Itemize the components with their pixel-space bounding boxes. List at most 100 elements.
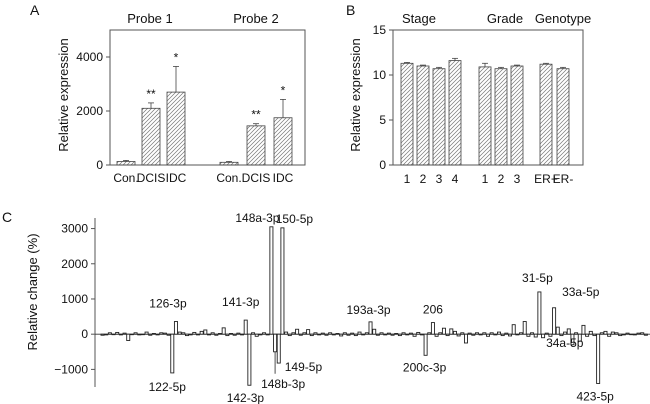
panel-letter-c: C [2, 209, 12, 225]
panel-c-bar [526, 333, 531, 337]
panel-c-bar [636, 332, 641, 335]
panel-c-bar [574, 332, 579, 335]
panel-c-bar [254, 333, 259, 337]
panel-a-significance-label: * [281, 83, 286, 97]
panel-a-significance-label: ** [251, 108, 261, 122]
panel-c-bar [287, 333, 292, 337]
panel-c-bar [342, 332, 347, 335]
panel-c-annotation-label: 126-3p [149, 297, 187, 311]
panel-c-bar [295, 328, 300, 335]
panel-c-bar [306, 329, 311, 335]
panel-c-bar [504, 332, 509, 335]
panel-c-bar [379, 332, 384, 335]
panel-b-category-label: 1 [482, 172, 489, 186]
panel-c-bar [111, 333, 116, 336]
panel-c-bar [313, 332, 318, 335]
panel-c-bar [618, 333, 623, 337]
panel-c-bar [390, 333, 395, 336]
panel-c-bar [552, 307, 557, 335]
panel-c-bar [195, 333, 200, 336]
panel-c-bar [541, 333, 546, 339]
panel-c-bar [346, 333, 351, 336]
panel-b-group-title-stage: Stage [402, 11, 436, 26]
panel-c-bar [500, 333, 505, 337]
panel-c-bar [588, 330, 593, 335]
panel-c-ylabel: Relative change (%) [25, 233, 40, 350]
panel-c-bar [122, 332, 127, 335]
panel-a-bar [116, 161, 136, 166]
panel-c-bar [339, 333, 344, 337]
panel-c-annotation-label: 423-5p [576, 389, 614, 403]
panel-a-ylabel: Relative expression [56, 38, 71, 151]
panel-c-bar [236, 332, 241, 335]
panel-c-bar [405, 333, 410, 336]
panel-c-bar [324, 333, 329, 336]
panel-b-ytick-label: 0 [379, 158, 386, 172]
panel-c-bar [581, 324, 586, 335]
panel-b-bar [416, 65, 430, 166]
panel-c-bar [328, 332, 333, 335]
panel-c-bar [298, 333, 303, 336]
panel-b-bar [556, 68, 570, 166]
panel-c-ytick-label: 3000 [61, 222, 88, 236]
panel-b-ytick-label: 10 [373, 68, 387, 82]
panel-c-bar [251, 332, 256, 335]
panel-c-bar [364, 332, 369, 335]
panel-c-bar [350, 332, 355, 335]
panel-c-bar [423, 333, 428, 356]
panel-c-bar [240, 333, 245, 336]
panel-c-bar [383, 333, 388, 336]
panel-c-bar [199, 330, 204, 335]
panel-a-bar [141, 107, 161, 166]
panel-c-bar [445, 333, 450, 337]
panel-c-bar [218, 333, 222, 335]
panel-c-bar [368, 321, 373, 335]
panel-c-bar [478, 333, 483, 336]
panel-c-bar [493, 333, 498, 336]
panel-c-annotation-label: 148b-3p [261, 377, 305, 391]
panel-b-bar [432, 68, 446, 166]
panel-c-annotation-label: 149-5p [285, 360, 323, 374]
panel-c-bar [100, 333, 105, 336]
panel-c-bar [118, 333, 123, 336]
panel-c-annotation-label: 31-5p [522, 271, 553, 285]
panel-c-bar [463, 333, 468, 344]
panel-c-bar [181, 332, 186, 335]
panel-c-bar [284, 331, 289, 335]
panel-c-annotation-label: 206 [423, 303, 443, 317]
panel-b-bar [510, 65, 524, 166]
panel-c-bar [544, 332, 549, 335]
panel-b-category-label: 2 [420, 172, 427, 186]
panel-c-bar [408, 332, 413, 335]
panel-c-bar [207, 333, 211, 336]
panel-c-bar [155, 333, 160, 336]
panel-c-bar [548, 333, 553, 337]
panel-c-bar [353, 333, 358, 337]
panel-c-bar [335, 333, 340, 335]
panel-b-category-label: ER+ [534, 172, 558, 186]
panel-c-bar [232, 333, 237, 336]
panel-c-bar [452, 330, 457, 335]
panel-c-bar [140, 333, 145, 336]
panel-c-bar [243, 319, 248, 335]
panel-c-bar [434, 333, 439, 337]
panel-c-bar [533, 333, 538, 338]
panel-c-bar [508, 333, 513, 337]
panel-a-group-title-probe-1: Probe 1 [127, 11, 173, 26]
panel-b-category-label: 1 [404, 172, 411, 186]
panel-c-annotation-label: 200c-3p [403, 360, 447, 374]
panel-c-bar [610, 331, 615, 335]
panel-b-category-label: 3 [436, 172, 443, 186]
panel-c-bar [467, 332, 472, 335]
panel-c-bar [625, 332, 630, 335]
panel-b-bar [478, 66, 492, 166]
panel-c-annotation-label: 122-5p [149, 380, 187, 394]
panel-c-bar [210, 332, 215, 335]
panel-c-bar [320, 332, 325, 335]
panel-c-bar [203, 329, 208, 335]
panel-c-bar [302, 332, 307, 335]
panel-c-bar [262, 332, 267, 335]
panel-c-annotation-label: 193a-3p [347, 303, 391, 317]
panel-a-category-label: Con. [113, 171, 138, 185]
